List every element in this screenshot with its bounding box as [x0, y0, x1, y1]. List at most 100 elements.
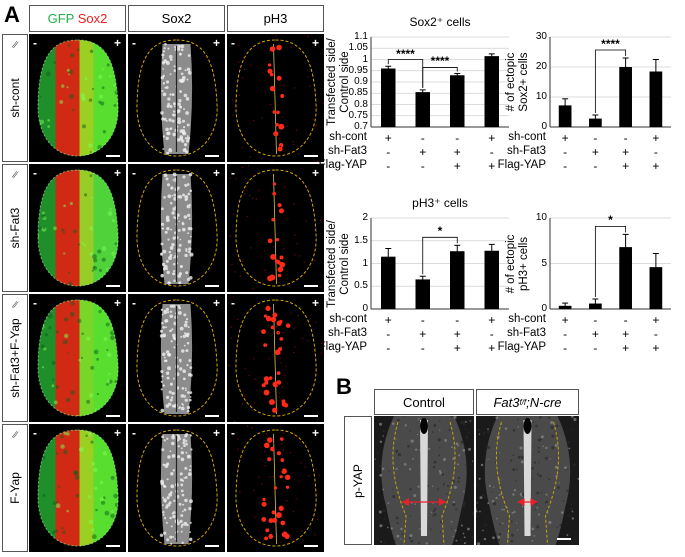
condition-sign: - [420, 313, 425, 327]
y-tick-label: 30 [535, 31, 547, 42]
condition-sign: + [453, 341, 461, 355]
row-label-4: ⫽ F-Yap [2, 424, 28, 552]
condition-sign: + [652, 131, 660, 145]
y-tick-label: 0 [362, 303, 368, 314]
scale-bar [304, 415, 318, 417]
condition-sign: + [488, 131, 496, 145]
significance-bracket [594, 49, 627, 113]
y-tick-label: 1 [362, 53, 368, 65]
condition-sign: - [563, 159, 568, 173]
minus-side-label: - [231, 36, 235, 50]
y-axis-label-line: Transfected side/ [326, 38, 338, 126]
image-sh-cont-gfp-sox2: - + [29, 34, 126, 162]
y-axis-label-line: pH3+ cells [518, 236, 530, 291]
condition-sign: + [488, 159, 496, 173]
y-tick-label: 0.8 [354, 98, 368, 110]
condition-sign: + [591, 145, 599, 159]
condition-sign: - [489, 145, 494, 159]
condition-name: Flag-YAP [497, 341, 546, 353]
y-tick-label: 1 [362, 257, 368, 269]
condition-sign: + [488, 313, 496, 327]
chart-sox2-ectopic [549, 36, 671, 128]
plus-side-label: + [113, 296, 121, 310]
y-axis-label-line: # of ectopic [505, 52, 517, 112]
panel-b-image-control [374, 416, 474, 545]
condition-sign: - [563, 341, 568, 355]
condition-sign: - [563, 145, 568, 159]
condition-sign: + [453, 145, 461, 159]
condition-sign: + [652, 341, 660, 355]
condition-sign: + [561, 131, 569, 145]
scale-bar [304, 285, 318, 287]
condition-sign: - [386, 159, 391, 173]
bar [484, 250, 499, 309]
condition-name: sh-Fat3 [328, 327, 367, 339]
bar [558, 105, 572, 127]
column-header-text: Sox2 [161, 11, 192, 26]
panel-b-image-fat3 [476, 416, 579, 545]
panel-b-header-text: ;N-cre [526, 394, 562, 410]
condition-sign: + [652, 159, 660, 173]
image-f-yap-gfp-sox2: - + [29, 424, 126, 552]
condition-name: sh-cont [508, 131, 546, 143]
bar [484, 56, 499, 127]
image-sh-fat3-f-yap-gfp-sox2: - + [29, 294, 126, 422]
panel-b-header-text: f/f [519, 397, 527, 407]
condition-sign: + [488, 341, 496, 355]
panel-b-row-label-text: p-YAP [351, 463, 365, 498]
y-axis-label: Transfected side/Control side [326, 22, 352, 142]
minus-side-label: - [132, 426, 136, 440]
image-sh-fat3-f-yap-ph3: - + [227, 294, 324, 422]
y-tick-label: 0.95 [348, 64, 368, 76]
condition-sign: + [622, 145, 630, 159]
minus-side-label: - [231, 296, 235, 310]
minus-side-label: - [231, 426, 235, 440]
scale-bar [205, 545, 219, 547]
column-header-text: Sox2 [77, 11, 108, 26]
condition-name: sh-cont [329, 131, 367, 143]
condition-name: Flag-YAP [318, 159, 367, 171]
column-header-text: pH3 [263, 11, 288, 26]
column-header-gfp-sox2: GFP Sox2 [29, 5, 126, 32]
condition-sign: - [593, 159, 598, 173]
significance-bracket [422, 67, 458, 88]
y-tick-label: 10 [535, 91, 547, 102]
plus-side-label: + [113, 426, 121, 440]
condition-sign: + [453, 327, 461, 341]
condition-sign: + [453, 159, 461, 173]
plus-side-label: + [212, 166, 220, 180]
plus-side-label: + [311, 296, 319, 310]
condition-sign: - [593, 131, 598, 145]
y-axis-label-line: # of ectopic [505, 234, 517, 293]
panel-b-header-text: Fat3 [493, 394, 520, 410]
condition-sign: - [386, 341, 391, 355]
minus-side-label: - [33, 296, 37, 310]
condition-sign: + [384, 131, 392, 145]
scale-bar [205, 415, 219, 417]
condition-name: Flag-YAP [497, 159, 546, 171]
chart-ph3-ectopic [549, 217, 671, 310]
condition-sign: + [419, 145, 427, 159]
y-axis-label-line: Control side [339, 232, 351, 295]
condition-sign: + [622, 159, 630, 173]
significance-bracket [594, 225, 627, 297]
plus-side-label: + [311, 36, 319, 50]
condition-sign: + [419, 327, 427, 341]
image-sh-fat3-f-yap-sox2: - + [128, 294, 225, 422]
panel-b-header-text: Control [403, 394, 445, 410]
row-label-2: ⫽ sh-Fat3 [2, 164, 28, 292]
scale-bar [205, 285, 219, 287]
y-tick-label: 1.5 [354, 234, 368, 246]
scale-bar [106, 415, 120, 417]
significance-label: **** [396, 46, 415, 61]
plus-side-label: + [311, 166, 319, 180]
bar [619, 67, 632, 127]
scale-bar [106, 285, 120, 287]
bar [415, 92, 430, 127]
chart-title: pH3⁺ cells [412, 196, 468, 210]
row-label-text: F-Yap [8, 472, 22, 504]
y-axis-label: Transfected side/Control side [326, 204, 352, 324]
minus-side-label: - [132, 36, 136, 50]
y-tick-label: 5 [541, 257, 547, 269]
scale-bar [205, 155, 219, 157]
